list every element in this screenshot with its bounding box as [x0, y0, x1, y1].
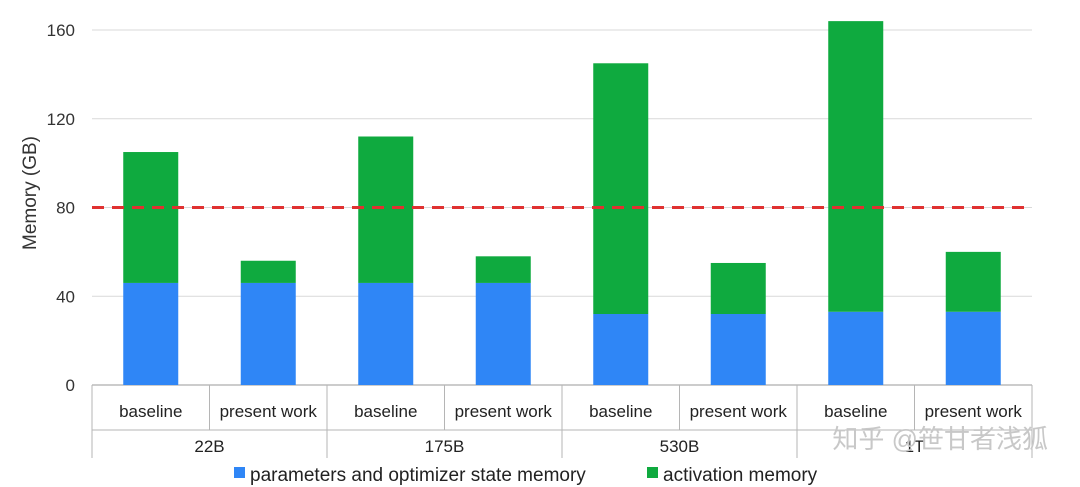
- bar-stacks: [123, 21, 1001, 385]
- y-tick-label: 160: [47, 21, 75, 40]
- bar-segment-parameters: [945, 311, 1001, 385]
- y-axis-label: Memory (GB): [20, 136, 41, 250]
- bar-segment-activation: [710, 262, 766, 314]
- legend-swatch: [234, 467, 245, 478]
- bar-segment-activation: [593, 63, 649, 314]
- watermark: 知乎 @笹甘者浅狐: [832, 424, 1048, 454]
- x-category-label: present work: [220, 402, 318, 421]
- y-tick-label: 40: [56, 287, 75, 306]
- legend-label: activation memory: [663, 465, 818, 486]
- legend-label: parameters and optimizer state memory: [250, 465, 586, 486]
- bar-segment-activation: [240, 260, 296, 283]
- x-category-label: baseline: [589, 402, 652, 421]
- y-tick-label: 120: [47, 110, 75, 129]
- legend-swatch: [647, 467, 658, 478]
- x-category-label: present work: [925, 402, 1023, 421]
- x-category-label: present work: [690, 402, 788, 421]
- bar-segment-activation: [475, 256, 531, 283]
- x-group-label: 530B: [660, 437, 700, 456]
- bar-segment-parameters: [123, 282, 179, 385]
- bar-segment-parameters: [358, 282, 414, 385]
- legend: parameters and optimizer state memory act…: [234, 465, 818, 486]
- x-axis: baseline present work baseline present work…: [91, 385, 1033, 458]
- bar-segment-parameters: [828, 311, 884, 385]
- x-category-label: baseline: [354, 402, 417, 421]
- x-group-label: 175B: [425, 437, 465, 456]
- bar-segment-activation: [358, 136, 414, 283]
- bar-segment-parameters: [710, 314, 766, 385]
- bar-segment-activation: [123, 152, 179, 283]
- y-tick-label: 0: [66, 376, 75, 395]
- bar-segment-parameters: [593, 314, 649, 385]
- bar-segment-activation: [828, 21, 884, 312]
- x-category-label: baseline: [824, 402, 887, 421]
- x-group-label: 1T: [905, 437, 925, 456]
- bar-segment-activation: [945, 251, 1001, 312]
- y-axis: 0 40 80 120 160: [47, 21, 75, 395]
- y-tick-label: 80: [56, 199, 75, 218]
- x-group-label: 22B: [194, 437, 224, 456]
- x-category-label: present work: [455, 402, 553, 421]
- x-category-label: baseline: [119, 402, 182, 421]
- bar-segment-parameters: [240, 282, 296, 385]
- bar-segment-parameters: [475, 282, 531, 385]
